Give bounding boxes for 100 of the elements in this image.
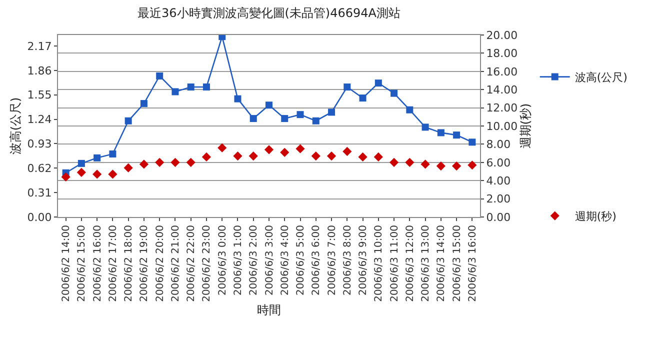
x-tick-label: 2006/6/3 13:00 bbox=[420, 225, 432, 302]
x-tick-label: 2006/6/2 15:00 bbox=[76, 225, 88, 302]
point bbox=[233, 151, 242, 161]
chart-title: 最近36小時實測波高變化圖(未品管)46694A測站 bbox=[137, 6, 401, 20]
y2-tick-label: 6.00 bbox=[486, 156, 511, 170]
x-tick-label: 2006/6/3 3:00 bbox=[264, 225, 276, 296]
point bbox=[156, 72, 164, 80]
x-tick-label: 2006/6/3 2:00 bbox=[248, 225, 260, 296]
point bbox=[296, 111, 304, 118]
point bbox=[358, 152, 368, 162]
y-tick-label: 0.00 bbox=[27, 210, 52, 224]
x-tick-label: 2006/6/3 0:00 bbox=[217, 225, 228, 296]
y2-tick-label: 16.00 bbox=[486, 65, 518, 78]
point bbox=[452, 161, 462, 171]
x-tick-label: 2006/6/2 21:00 bbox=[170, 225, 182, 302]
point bbox=[436, 161, 446, 171]
point bbox=[202, 84, 210, 90]
y-tick-label: 0.62 bbox=[27, 162, 52, 175]
x-tick-label: 2006/6/3 8:00 bbox=[342, 225, 354, 296]
legend-label: 週期(秒) bbox=[574, 210, 616, 224]
point bbox=[108, 170, 118, 179]
x-tick-label: 2006/6/3 14:00 bbox=[436, 225, 448, 302]
point bbox=[453, 132, 460, 139]
x-tick-label: 2006/6/2 20:00 bbox=[154, 225, 166, 302]
x-tick-label: 2006/6/3 5:00 bbox=[296, 225, 307, 296]
x-tick-label: 2006/6/3 15:00 bbox=[452, 225, 463, 302]
point bbox=[344, 84, 351, 90]
point bbox=[389, 158, 399, 167]
point bbox=[170, 158, 180, 167]
point bbox=[76, 168, 86, 177]
point bbox=[468, 138, 476, 146]
point bbox=[61, 172, 70, 182]
point bbox=[280, 148, 290, 157]
y2-tick-label: 20.00 bbox=[486, 28, 518, 42]
point bbox=[266, 102, 272, 109]
y2-tick-label: 0.00 bbox=[486, 210, 511, 224]
point bbox=[468, 160, 477, 170]
y2-tick-label: 10.00 bbox=[486, 120, 518, 133]
x-tick-label: 2006/6/3 9:00 bbox=[358, 225, 370, 296]
x-tick-label: 2006/6/3 16:00 bbox=[467, 225, 478, 302]
point bbox=[109, 150, 116, 158]
point bbox=[92, 170, 102, 179]
point bbox=[218, 143, 227, 152]
y-axis-title: 波高(公尺) bbox=[8, 97, 23, 155]
point bbox=[422, 124, 429, 131]
x-tick-label: 2006/6/3 6:00 bbox=[311, 225, 322, 296]
point bbox=[172, 88, 179, 96]
y2-tick-label: 14.00 bbox=[486, 83, 518, 96]
point bbox=[187, 84, 194, 90]
point bbox=[186, 158, 196, 167]
point bbox=[312, 117, 320, 124]
point bbox=[326, 151, 336, 161]
point bbox=[124, 163, 133, 172]
x-tick-label: 2006/6/2 23:00 bbox=[202, 225, 213, 302]
point bbox=[140, 100, 148, 108]
point bbox=[296, 144, 305, 154]
x-tick-label: 2006/6/2 22:00 bbox=[186, 225, 198, 302]
y2-tick-label: 2.00 bbox=[486, 192, 511, 206]
point bbox=[311, 151, 320, 161]
y2-tick-label: 8.00 bbox=[486, 138, 511, 152]
x-tick-label: 2006/6/3 1:00 bbox=[232, 225, 244, 296]
y-tick-label: 0.93 bbox=[27, 138, 52, 151]
x-tick-label: 2006/6/2 18:00 bbox=[124, 225, 135, 302]
x-tick-label: 2006/6/2 19:00 bbox=[139, 225, 150, 302]
point bbox=[359, 94, 366, 102]
x-tick-label: 2006/6/3 12:00 bbox=[404, 225, 416, 302]
y-tick-label: 1.55 bbox=[27, 88, 52, 102]
point bbox=[405, 158, 414, 167]
point bbox=[437, 129, 444, 136]
y2-tick-label: 12.00 bbox=[486, 102, 518, 115]
point bbox=[342, 146, 352, 156]
y-tick-label: 2.17 bbox=[27, 40, 52, 53]
x-tick-label: 2006/6/2 16:00 bbox=[92, 225, 104, 302]
point bbox=[328, 108, 336, 116]
y2-tick-label: 18.00 bbox=[486, 47, 518, 60]
point bbox=[374, 80, 382, 87]
point bbox=[139, 160, 149, 169]
point bbox=[264, 145, 274, 154]
point bbox=[234, 95, 242, 102]
point bbox=[248, 151, 258, 161]
x-tick-label: 2006/6/3 4:00 bbox=[280, 225, 291, 296]
point bbox=[406, 106, 414, 114]
point bbox=[78, 160, 85, 167]
point bbox=[218, 35, 226, 40]
point bbox=[250, 115, 257, 122]
point bbox=[124, 117, 132, 124]
point bbox=[155, 158, 164, 167]
x-tick-label: 2006/6/3 7:00 bbox=[326, 225, 338, 296]
point bbox=[202, 152, 212, 162]
y-tick-label: 1.86 bbox=[27, 64, 52, 78]
point bbox=[94, 154, 101, 162]
x-tick-label: 2006/6/2 14:00 bbox=[61, 225, 72, 302]
x-tick-label: 2006/6/2 17:00 bbox=[108, 225, 119, 302]
x-axis-title: 時間 bbox=[257, 302, 281, 317]
point bbox=[374, 152, 383, 162]
point bbox=[420, 160, 430, 169]
y-tick-label: 0.31 bbox=[27, 186, 52, 200]
point bbox=[390, 90, 398, 97]
x-tick-label: 2006/6/3 10:00 bbox=[374, 225, 385, 302]
legend-label: 波高(公尺) bbox=[574, 71, 628, 84]
